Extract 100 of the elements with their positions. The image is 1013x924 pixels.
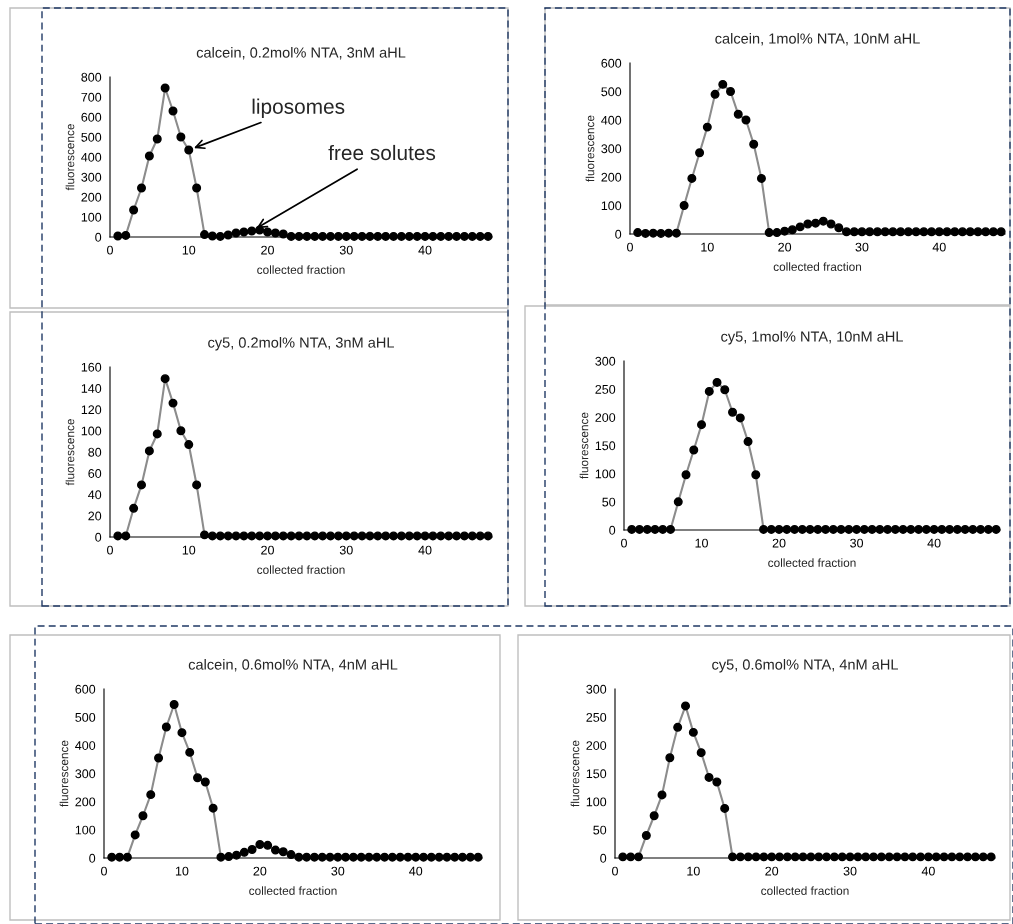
x-tick-label: 30 — [339, 245, 353, 255]
point — [635, 524, 645, 534]
point — [483, 531, 493, 541]
point — [751, 852, 761, 862]
point — [650, 524, 660, 534]
point — [387, 852, 397, 862]
x-tick-label: 40 — [927, 538, 941, 548]
chart-title: cy5, 1mol% NTA, 10nM aHL — [721, 330, 903, 345]
point — [828, 524, 838, 534]
point — [960, 524, 970, 534]
point — [184, 440, 194, 450]
point — [679, 201, 689, 210]
point — [991, 524, 1001, 534]
point — [310, 531, 320, 541]
point — [649, 811, 659, 821]
y-axis-title: fluorescence — [585, 115, 595, 182]
point — [286, 231, 296, 241]
point — [467, 531, 477, 541]
y-tick-label: 200 — [586, 741, 607, 750]
point — [215, 531, 225, 541]
y-tick-label: 60 — [88, 469, 102, 478]
point — [263, 840, 273, 850]
x-tick-label: 30 — [331, 866, 345, 876]
point — [751, 470, 761, 480]
y-tick-label: 250 — [586, 712, 607, 722]
x-tick-label: 20 — [772, 538, 786, 548]
y-tick-label: 250 — [595, 384, 616, 394]
point — [326, 531, 336, 541]
point — [689, 445, 699, 455]
point — [444, 231, 454, 241]
point — [945, 524, 955, 534]
point — [113, 231, 123, 241]
point — [381, 531, 391, 541]
y-tick-label: 0 — [609, 525, 616, 535]
y-tick-label: 600 — [81, 112, 102, 122]
point — [813, 524, 823, 534]
point — [176, 426, 186, 436]
x-tick-label: 10 — [182, 545, 196, 555]
y-tick-label: 200 — [81, 192, 102, 202]
point — [404, 531, 414, 541]
x-axis-title: collected fraction — [761, 886, 849, 895]
point — [420, 531, 430, 541]
point — [364, 852, 374, 862]
point — [176, 132, 186, 142]
point — [270, 845, 280, 855]
point — [774, 524, 784, 534]
point — [790, 852, 800, 862]
y-tick-label: 400 — [601, 115, 622, 125]
point — [255, 839, 265, 849]
point — [286, 850, 296, 860]
chart-title: cy5, 0.6mol% NTA, 4nM aHL — [712, 658, 898, 673]
point — [702, 122, 712, 132]
point — [223, 531, 233, 541]
point — [666, 524, 676, 534]
point — [741, 115, 751, 125]
point — [216, 852, 226, 862]
point — [465, 852, 475, 862]
y-tick-label: 300 — [75, 769, 96, 779]
x-tick-label: 40 — [418, 245, 432, 255]
point — [658, 524, 668, 534]
point — [152, 429, 162, 439]
point — [718, 79, 728, 89]
point — [898, 524, 908, 534]
y-tick-label: 160 — [81, 362, 102, 372]
point — [419, 852, 429, 862]
point — [333, 231, 343, 241]
point — [436, 531, 446, 541]
point — [154, 753, 164, 763]
point — [333, 531, 343, 541]
point — [787, 225, 797, 235]
y-tick-label: 100 — [586, 797, 607, 807]
point — [764, 228, 774, 238]
point — [834, 223, 844, 233]
point — [137, 183, 147, 193]
point — [404, 231, 414, 241]
point — [795, 222, 805, 232]
point — [473, 852, 483, 862]
point — [200, 777, 210, 787]
y-tick-label: 800 — [81, 72, 102, 82]
point — [671, 228, 681, 238]
chart-title: calcein, 0.2mol% NTA, 3nM aHL — [196, 46, 406, 60]
point — [876, 852, 886, 862]
x-tick-label: 0 — [107, 545, 113, 555]
x-tick-label: 20 — [261, 245, 274, 255]
point — [357, 531, 367, 541]
point — [193, 773, 203, 783]
point — [775, 852, 785, 862]
x-tick-label: 20 — [253, 866, 267, 876]
y-tick-label: 200 — [75, 797, 96, 807]
annotation: free solutes — [328, 144, 436, 161]
x-axis-title: collected fraction — [773, 262, 862, 271]
y-tick-label: 120 — [81, 405, 102, 415]
point — [115, 852, 125, 862]
point — [968, 524, 978, 534]
point — [845, 852, 855, 862]
point — [325, 852, 335, 862]
y-tick-label: 50 — [602, 497, 616, 507]
point — [263, 531, 273, 541]
point — [681, 470, 691, 480]
point — [973, 227, 983, 237]
